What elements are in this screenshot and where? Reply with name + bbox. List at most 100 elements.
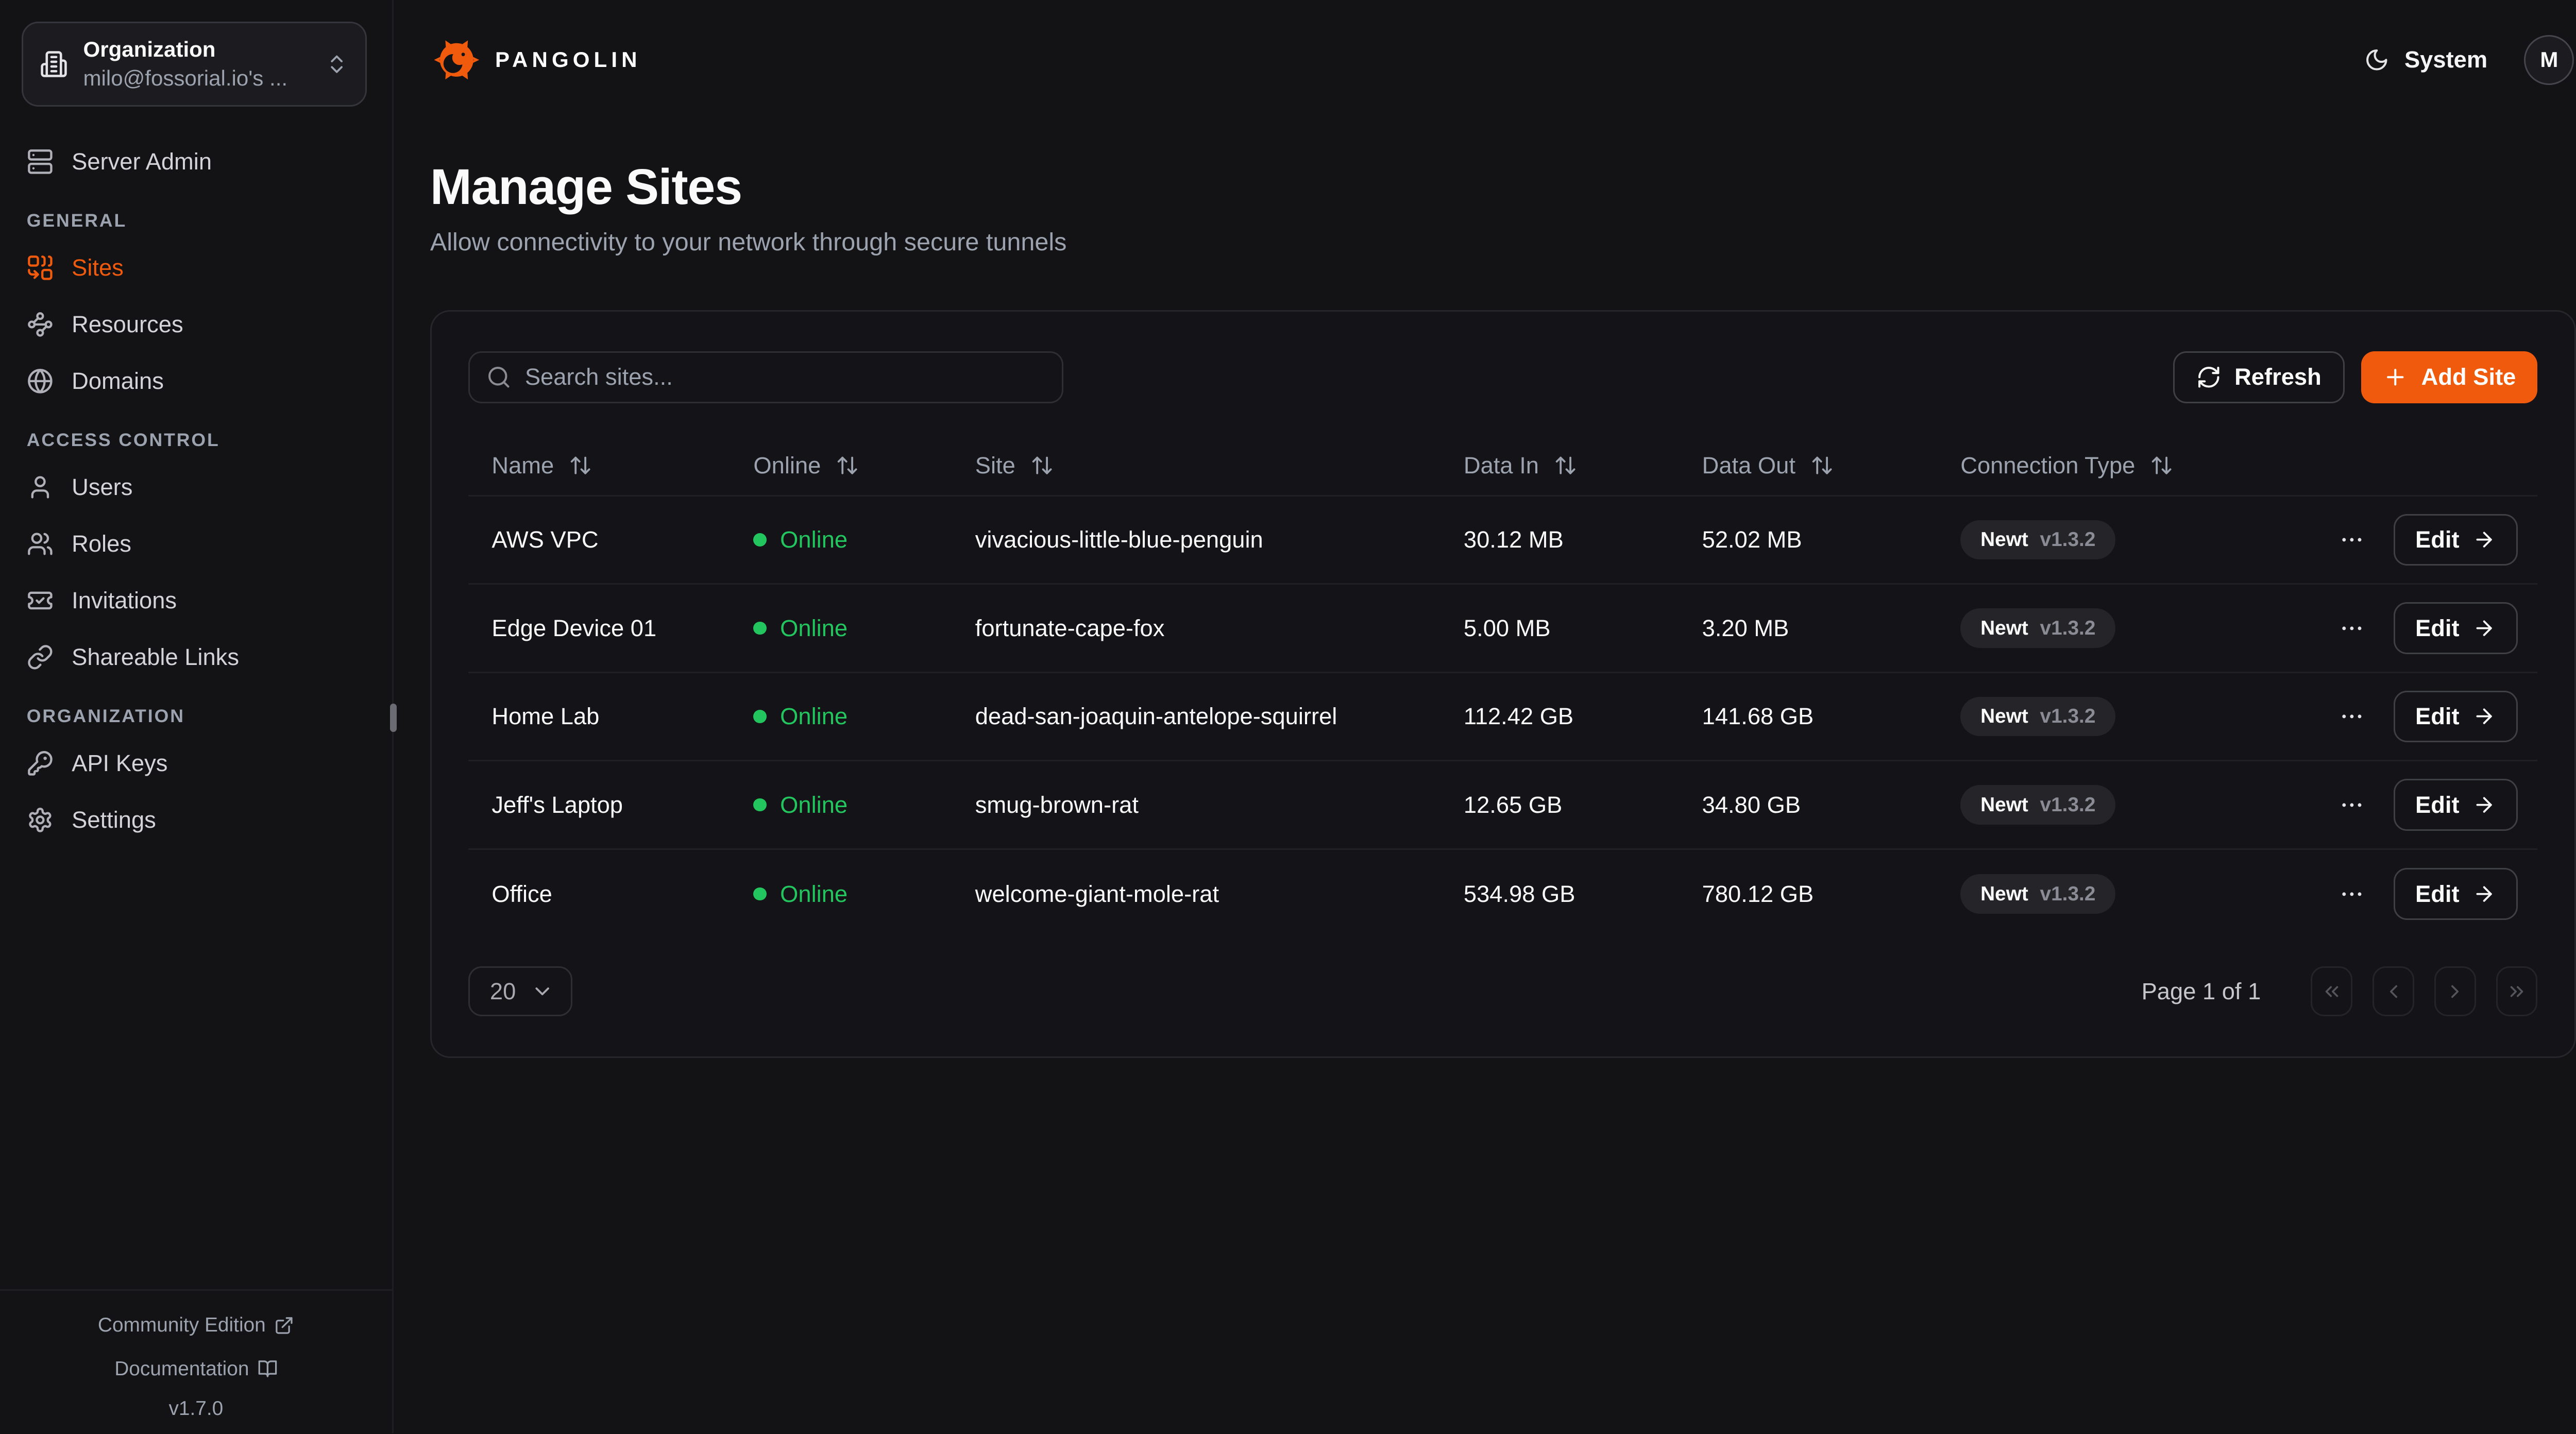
cell-online: Online: [730, 792, 952, 818]
edit-button[interactable]: Edit: [2394, 602, 2518, 654]
connection-type-badge: Newt v1.3.2: [1960, 608, 2116, 648]
column-label: Data In: [1463, 452, 1539, 479]
org-selector[interactable]: Organization milo@fossorial.io's ...: [22, 22, 367, 107]
column-header-data-out[interactable]: Data Out: [1679, 452, 1937, 479]
search-input[interactable]: [524, 364, 1045, 391]
brand-name: PANGOLIN: [495, 47, 641, 72]
cell-data-in: 12.65 GB: [1463, 791, 1563, 818]
add-site-button[interactable]: Add Site: [2361, 351, 2538, 403]
page-head: Manage Sites Allow connectivity to your …: [394, 120, 2576, 257]
plus-icon: [2383, 365, 2408, 390]
column-header-data-in[interactable]: Data In: [1440, 452, 1679, 479]
building-icon: [40, 50, 68, 78]
ellipsis-icon: [2338, 615, 2365, 642]
online-dot-icon: [753, 621, 767, 635]
search-icon: [486, 365, 512, 390]
column-header-online[interactable]: Online: [730, 452, 952, 479]
row-menu-button[interactable]: [2338, 615, 2365, 642]
connection-name: Newt: [1980, 882, 2028, 905]
row-menu-button[interactable]: [2338, 881, 2365, 908]
sidebar-item-label: Sites: [72, 254, 124, 281]
first-page-button[interactable]: [2311, 966, 2353, 1017]
avatar-initial: M: [2540, 47, 2558, 72]
row-menu-button[interactable]: [2338, 792, 2365, 818]
ellipsis-icon: [2338, 881, 2365, 908]
sidebar-nav: Server Admin GENERAL Sites Resources Dom: [0, 107, 392, 855]
sidebar-item-resources[interactable]: Resources: [23, 303, 368, 346]
edit-button[interactable]: Edit: [2394, 514, 2518, 566]
edit-button[interactable]: Edit: [2394, 690, 2518, 743]
edit-label: Edit: [2415, 880, 2460, 907]
brand-logo-link[interactable]: PANGOLIN: [433, 37, 641, 83]
sites-card: Refresh Add Site Name: [430, 310, 2576, 1058]
cell-online: Online: [730, 703, 952, 730]
connection-name: Newt: [1980, 528, 2028, 551]
users-icon: [27, 531, 54, 557]
sidebar-item-api-keys[interactable]: API Keys: [23, 742, 368, 785]
ellipsis-icon: [2338, 792, 2365, 818]
sidebar-item-domains[interactable]: Domains: [23, 360, 368, 403]
page-subtitle: Allow connectivity to your network throu…: [430, 228, 1067, 257]
cell-name: Jeff's Laptop: [492, 791, 623, 818]
edit-button[interactable]: Edit: [2394, 868, 2518, 920]
cell-connection-type: Newt v1.3.2: [1937, 785, 2254, 825]
sidebar-item-server-admin[interactable]: Server Admin: [23, 140, 368, 183]
chevron-left-icon: [2383, 981, 2404, 1002]
sort-icon: [1554, 454, 1577, 477]
community-edition-link[interactable]: Community Edition: [98, 1314, 294, 1337]
sidebar-resize-handle[interactable]: [390, 703, 397, 732]
column-header-connection-type[interactable]: Connection Type: [1937, 452, 2254, 479]
org-selector-label: Organization: [83, 37, 216, 61]
org-selector-value: milo@fossorial.io's ...: [83, 66, 288, 91]
documentation-link[interactable]: Documentation: [114, 1358, 277, 1380]
page-size-value: 20: [489, 978, 516, 1004]
table-toolbar: Refresh Add Site: [468, 351, 2538, 403]
row-actions: Edit: [2254, 779, 2538, 831]
topbar: PANGOLIN System M: [394, 0, 2576, 120]
row-actions: Edit: [2254, 690, 2538, 743]
column-header-name[interactable]: Name: [468, 452, 730, 479]
page-size-select[interactable]: 20: [468, 966, 573, 1017]
sidebar-item-roles[interactable]: Roles: [23, 522, 368, 566]
next-page-button[interactable]: [2434, 966, 2476, 1017]
cell-online: Online: [730, 881, 952, 908]
combine-icon: [27, 254, 54, 281]
arrow-right-icon: [2472, 793, 2496, 816]
previous-page-button[interactable]: [2372, 966, 2414, 1017]
sidebar-item-settings[interactable]: Settings: [23, 798, 368, 842]
row-menu-button[interactable]: [2338, 526, 2365, 553]
sort-icon: [836, 454, 859, 477]
sort-icon: [1810, 454, 1834, 477]
sidebar-item-shareable-links[interactable]: Shareable Links: [23, 636, 368, 679]
avatar[interactable]: M: [2524, 35, 2574, 86]
sites-table: Name Online Site Data In: [468, 436, 2538, 938]
edit-label: Edit: [2415, 703, 2460, 730]
theme-toggle[interactable]: System: [2364, 46, 2487, 73]
last-page-button[interactable]: [2496, 966, 2538, 1017]
cell-online: Online: [730, 526, 952, 553]
sidebar-item-sites[interactable]: Sites: [23, 246, 368, 289]
cell-name: Office: [492, 880, 552, 907]
online-label: Online: [780, 614, 848, 641]
table-row: Office Online welcome-giant-mole-rat 534…: [468, 850, 2537, 938]
section-heading-organization: ORGANIZATION: [26, 705, 185, 726]
arrow-right-icon: [2472, 528, 2496, 551]
ellipsis-icon: [2338, 526, 2365, 553]
column-header-site[interactable]: Site: [952, 452, 1440, 479]
pagination-status: Page 1 of 1: [2141, 978, 2261, 1004]
connection-type-badge: Newt v1.3.2: [1960, 785, 2116, 825]
sidebar-item-users[interactable]: Users: [23, 466, 368, 509]
moon-icon: [2364, 47, 2389, 73]
cell-data-out: 34.80 GB: [1702, 791, 1801, 818]
sort-icon: [1030, 454, 1054, 477]
connection-type-badge: Newt v1.3.2: [1960, 696, 2116, 737]
refresh-button[interactable]: Refresh: [2173, 351, 2345, 403]
row-menu-button[interactable]: [2338, 703, 2365, 730]
sidebar-item-invitations[interactable]: Invitations: [23, 579, 368, 622]
edit-button[interactable]: Edit: [2394, 779, 2518, 831]
row-actions: Edit: [2254, 868, 2538, 920]
add-site-label: Add Site: [2421, 364, 2516, 390]
sidebar: Organization milo@fossorial.io's ... Ser…: [0, 0, 394, 1433]
connection-version: v1.3.2: [2040, 705, 2096, 728]
